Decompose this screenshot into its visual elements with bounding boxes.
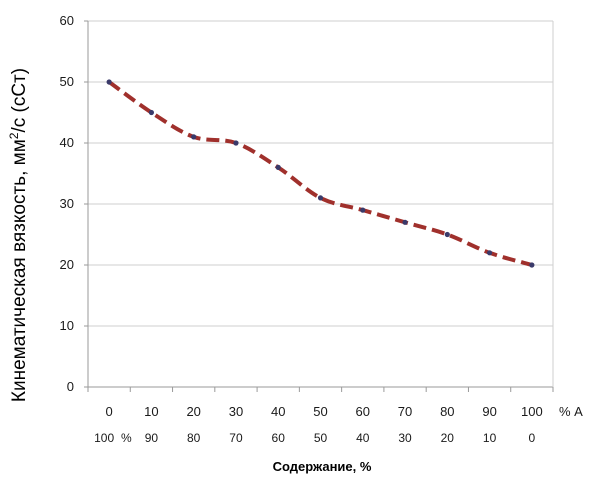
data-point (529, 262, 535, 268)
data-point (148, 109, 155, 116)
x-tick-label-row2: 40 (356, 431, 370, 445)
y-axis-title: Кинематическая вязкость, мм2/с (сСт) (7, 68, 30, 402)
data-point (360, 207, 366, 213)
x-tick-label-row2: 90 (145, 431, 159, 445)
x-tick-label-row2: 20 (441, 431, 455, 445)
x-tick-label: 20 (186, 404, 200, 419)
y-tick-label: 10 (60, 318, 74, 333)
data-point (444, 231, 450, 238)
x-tick-label: 70 (398, 404, 412, 419)
x-tick-label-row2: 70 (229, 431, 243, 445)
x-tick-label: 60 (356, 404, 370, 419)
y-tick-label: 50 (60, 74, 74, 89)
x-tick-label-row2: 30 (398, 431, 412, 445)
x-tick-label-row2: 10 (483, 431, 497, 445)
data-point (402, 219, 408, 225)
x-tick-label-row2: 0 (529, 431, 536, 445)
y-tick-label: 20 (60, 257, 74, 272)
x-tick-label-row2: 60 (272, 431, 286, 445)
x-tick-label-row2: 50 (314, 431, 328, 445)
data-point (233, 140, 239, 146)
data-point (486, 250, 493, 256)
y-tick-label: 30 (60, 196, 74, 211)
x-axis-title: Содержание, % (273, 459, 372, 474)
y-axis-title-main: Кинематическая вязкость, мм (9, 139, 30, 402)
x-tick-label: 80 (440, 404, 454, 419)
x-tick-label: 30 (229, 404, 243, 419)
y-axis-title-sup: 2 (7, 132, 21, 139)
series-line (107, 80, 533, 267)
y-tick-label: 60 (60, 13, 74, 28)
x-tick-label: 10 (144, 404, 158, 419)
y-axis-ticks: 0 10 20 30 40 50 60 (60, 13, 74, 394)
x-tick-label: 90 (482, 404, 496, 419)
y-axis-title-tail: /с (сСт) (9, 68, 30, 133)
data-point (106, 79, 112, 85)
x-row2-percent: % (121, 431, 132, 445)
plot-area (106, 79, 535, 268)
y-tick-label: 0 (67, 379, 74, 394)
x-tick-label-row2: 80 (187, 431, 201, 445)
x-suffix-label: % А (559, 404, 583, 419)
data-point (317, 195, 324, 201)
x-tick-label: 0 (106, 404, 113, 419)
y-tick-label: 40 (60, 135, 74, 150)
x-tick-label: 40 (271, 404, 285, 419)
x-tick-label: 50 (313, 404, 327, 419)
grid (84, 20, 554, 392)
data-point (191, 134, 197, 140)
x-tick-label-row2: 100 (94, 431, 114, 445)
data-point (275, 164, 281, 170)
x-tick-label: 100 (521, 404, 543, 419)
